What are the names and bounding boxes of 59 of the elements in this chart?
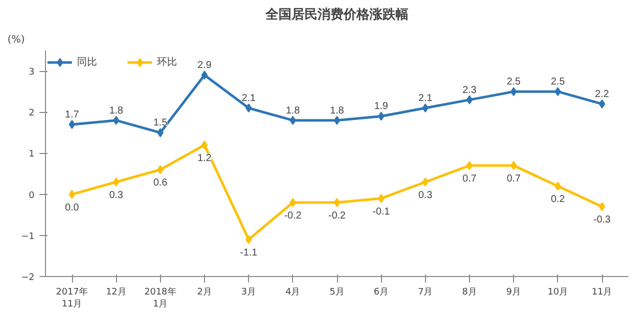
y-axis-title: (%) [8,34,25,46]
data-label: -0.3 [593,214,612,226]
y-tick-label: 1 [28,150,35,160]
point [68,120,76,129]
legend-label: 环比 [157,56,177,69]
data-label: 0.7 [506,174,522,185]
data-label: 0.6 [153,178,168,189]
point [201,70,208,80]
point [68,190,76,199]
x-tick-label: 7月 [418,288,433,298]
x-tick-label: 9月 [506,288,522,298]
data-label: 1.9 [374,101,389,112]
data-label: 2.3 [462,84,477,96]
data-label: 2.1 [418,93,433,104]
data-label: -0.1 [372,206,390,218]
x-tick-label: 2017年 11月 [56,286,88,310]
point [598,202,606,212]
point [201,140,208,150]
point [466,161,473,170]
data-label: 1.8 [286,105,300,116]
x-tick-label: 2018年 1月 [144,286,176,310]
data-label: 1.2 [198,153,212,164]
x-tick-label: 8月 [462,288,477,298]
x-tick-label: 2月 [197,288,212,298]
x-tick-label: 3月 [241,288,256,298]
data-label: 2.2 [595,88,610,100]
y-tick-label: −1 [21,232,35,242]
x-tick-label: 10月 [548,288,568,298]
x-tick-label: 12月 [106,288,126,298]
y-tick-label: 0 [28,190,35,201]
y-tick-label: 3 [28,68,35,78]
x-tick-label: 6月 [374,288,389,298]
point [466,95,473,104]
data-label: -0.2 [284,210,302,222]
chart-title: 全国居民消费价格涨跌幅 [264,8,408,22]
point [334,198,340,208]
data-label: 0.3 [418,190,433,201]
y-tick-label: −2 [21,273,35,283]
point [334,116,340,125]
data-label: -0.2 [328,210,346,222]
x-tick-label: 4月 [285,288,300,298]
data-label: 2.5 [550,76,566,88]
data-label: -1.1 [240,248,258,259]
data-label: 0.0 [65,202,80,214]
y-tick-label: 2 [28,108,35,119]
data-label: 1.8 [330,105,344,116]
data-label: 2.1 [242,93,256,104]
x-tick-label: 5月 [330,288,344,298]
data-label: 0.7 [462,174,477,185]
data-label: 0.3 [109,190,124,201]
x-tick-label: 11月 [592,288,612,298]
data-label: 0.2 [550,194,566,206]
point [598,99,606,108]
data-label: 1.8 [109,105,124,116]
legend-label: 同比 [77,56,97,69]
data-label: 2.5 [506,76,522,88]
data-label: 1.5 [153,118,168,129]
data-label: 1.7 [65,109,80,120]
data-label: 2.9 [198,60,212,72]
